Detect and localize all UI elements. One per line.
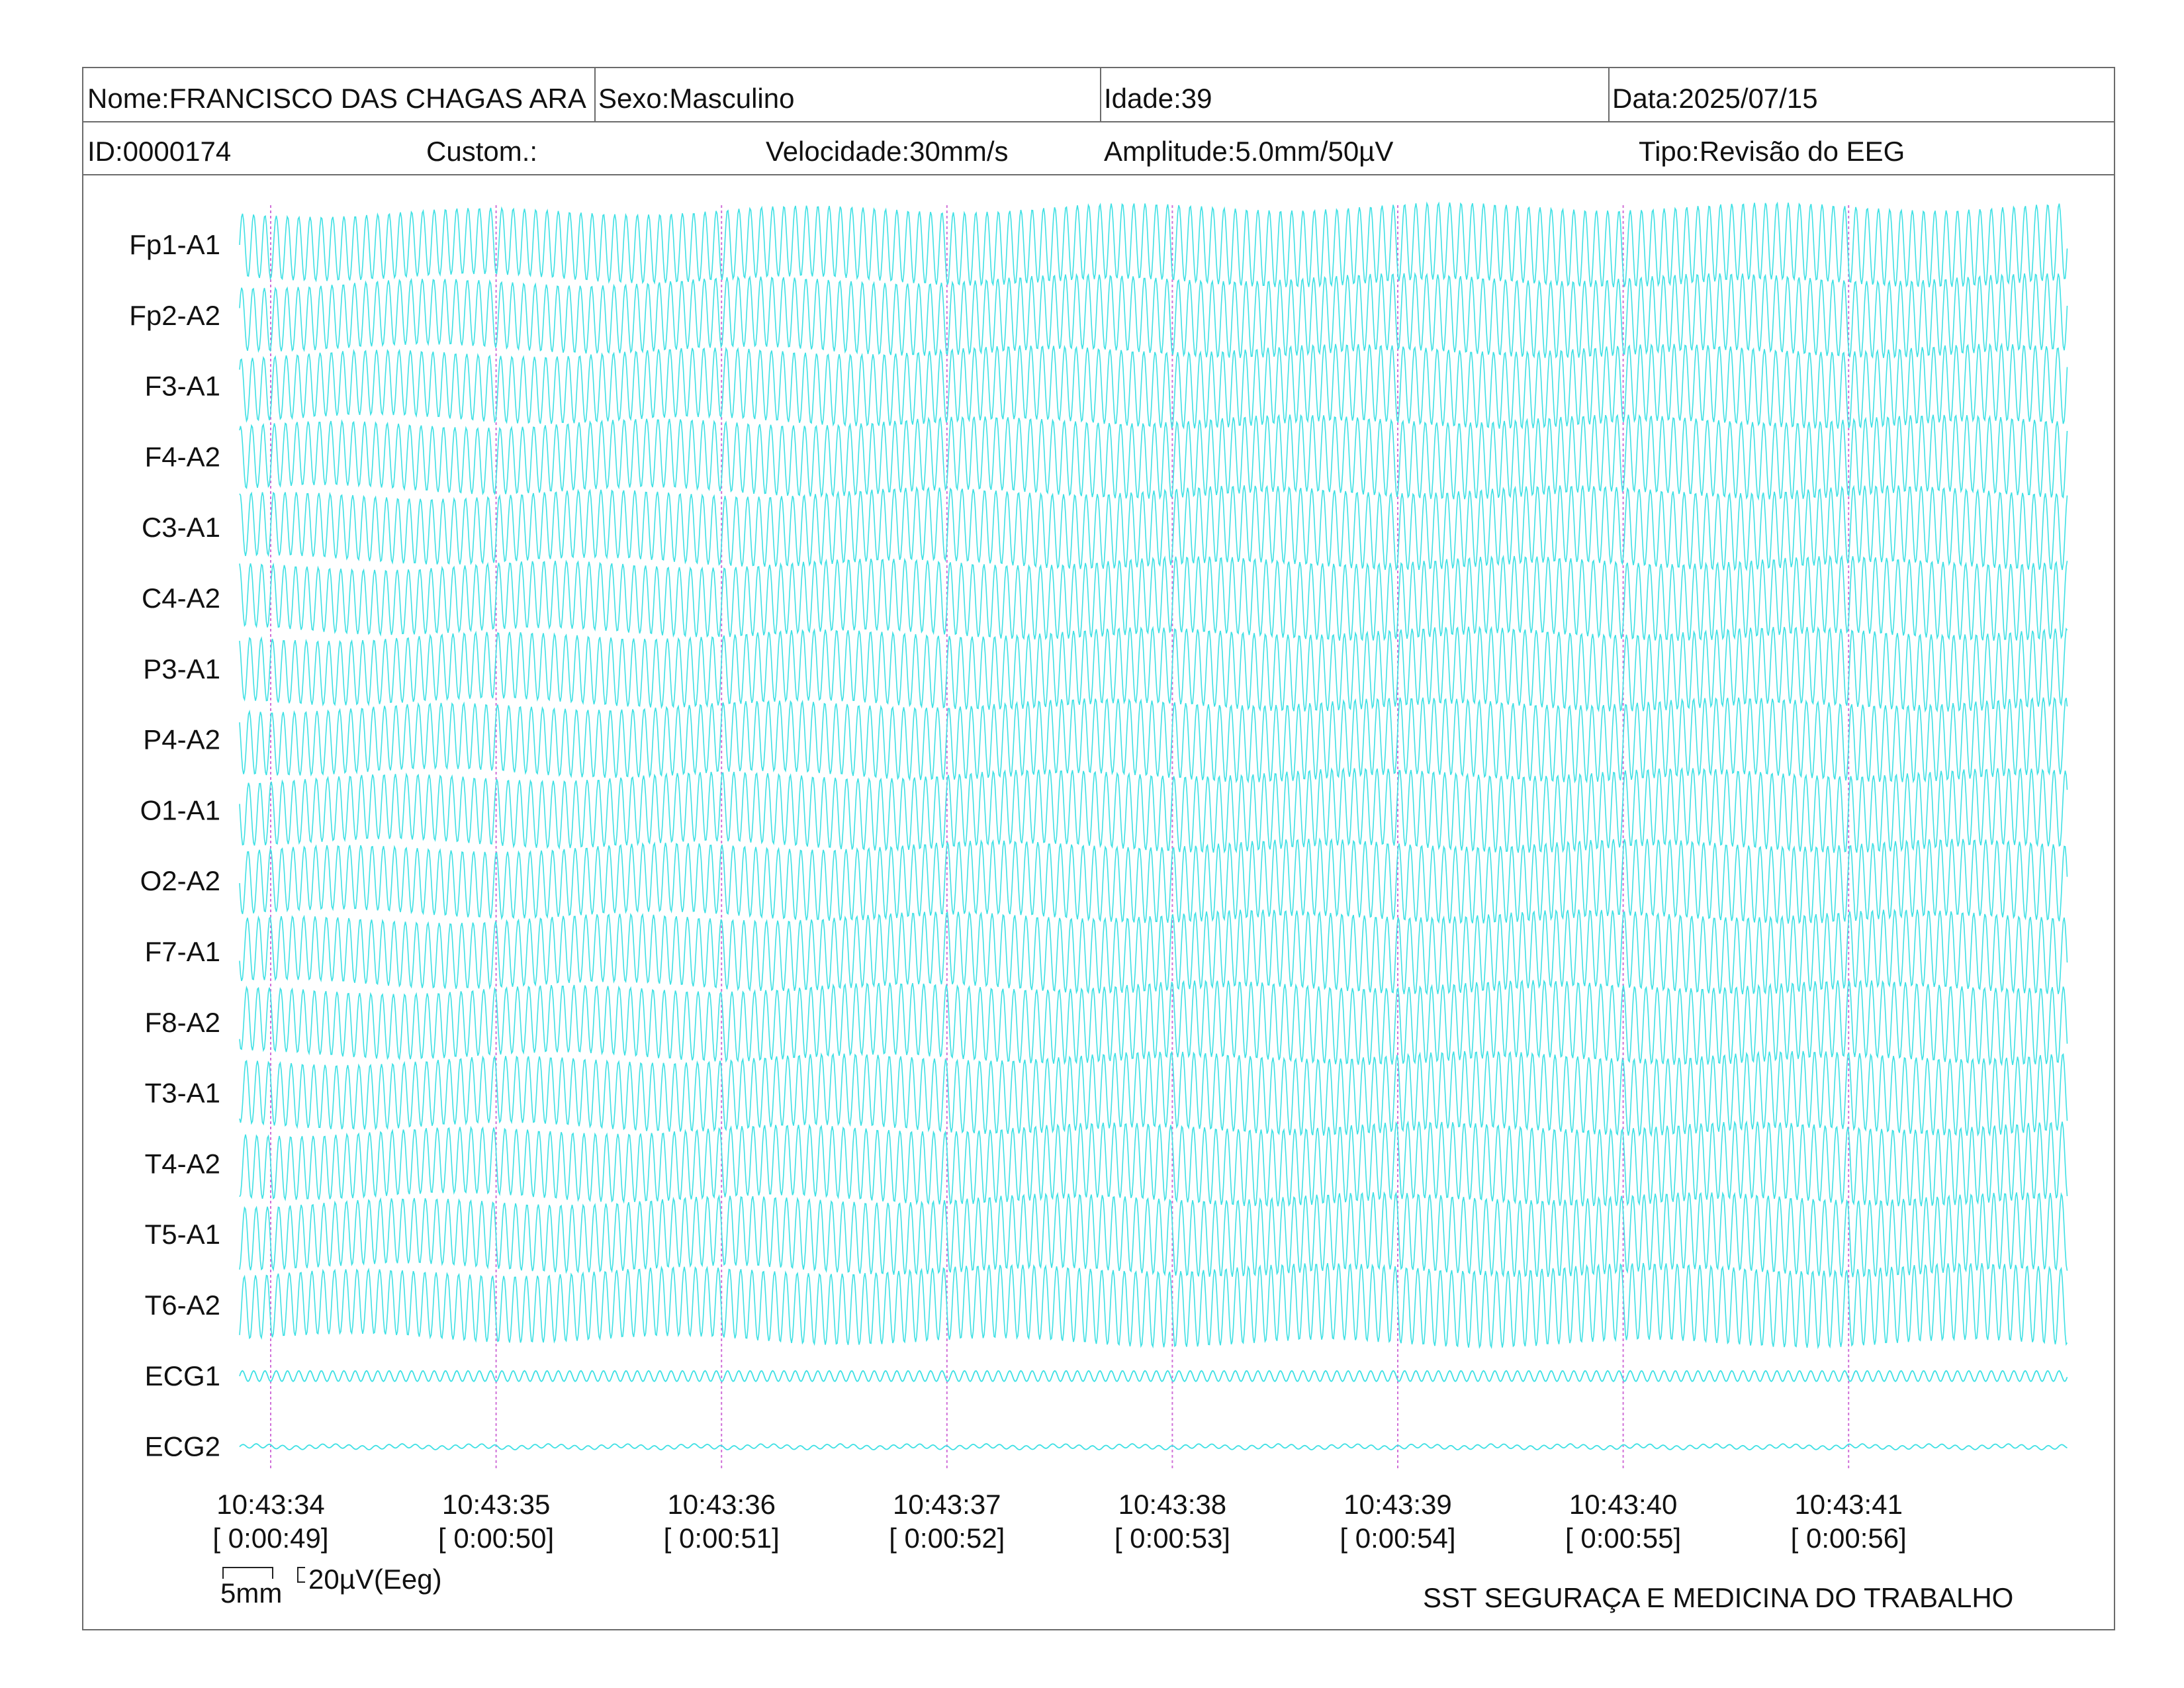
amplitude-setting: Amplitude:5.0mm/50µV xyxy=(1104,136,1394,167)
patient-age: Idade:39 xyxy=(1104,83,1212,114)
scale-bar-mm-mark xyxy=(222,1567,273,1579)
speed-setting: Velocidade:30mm/s xyxy=(766,136,1009,167)
exam-type: Tipo:Revisão do EEG xyxy=(1639,136,1905,167)
time-tick-label: 10:43:34 xyxy=(216,1489,325,1520)
channel-trace xyxy=(239,485,2068,572)
patient-id: ID:0000174 xyxy=(87,136,232,167)
scale-bar-uv-mark xyxy=(297,1567,305,1583)
scale-mm-label: 5mm xyxy=(220,1577,283,1609)
channel-trace xyxy=(239,1120,2068,1207)
channel-label: O2-A2 xyxy=(140,865,220,896)
channel-label: Fp1-A1 xyxy=(129,229,220,260)
channel-label: F3-A1 xyxy=(145,371,220,402)
header-row-exam: ID:0000174 Custom.: Velocidade:30mm/s Am… xyxy=(83,121,2114,175)
channel-trace xyxy=(239,1191,2068,1278)
trace-group xyxy=(239,201,2068,1451)
channel-label: ECG2 xyxy=(145,1431,220,1462)
elapsed-tick-label: [ 0:00:56] xyxy=(1791,1523,1907,1554)
elapsed-tick-label: [ 0:00:54] xyxy=(1340,1523,1455,1554)
channel-label: F4-A2 xyxy=(145,441,220,472)
channel-trace xyxy=(239,837,2068,925)
scale-uv-label: 20µV(Eeg) xyxy=(308,1564,442,1595)
channel-label: T6-A2 xyxy=(145,1289,220,1321)
channel-trace xyxy=(239,201,2068,288)
header-divider xyxy=(594,68,596,121)
time-tick-label: 10:43:39 xyxy=(1343,1489,1452,1520)
channel-label-group: Fp1-A1 Fp2-A2 F3-A1 F4-A2 C3-A1 C4-A2 P3-A1 P4-… xyxy=(129,229,220,1462)
channel-label: O1-A1 xyxy=(140,794,220,825)
channel-label: C4-A2 xyxy=(142,583,220,614)
channel-trace xyxy=(239,414,2068,501)
channel-label: ECG1 xyxy=(145,1360,220,1391)
channel-label: F7-A1 xyxy=(145,936,220,967)
elapsed-tick-label: [ 0:00:53] xyxy=(1115,1523,1230,1554)
channel-trace xyxy=(239,1370,2068,1382)
channel-label: F8-A2 xyxy=(145,1007,220,1038)
channel-label: P3-A1 xyxy=(143,653,220,684)
channel-label: P4-A2 xyxy=(143,724,220,755)
channel-label: Fp2-A2 xyxy=(129,300,220,331)
time-tick-label: 10:43:41 xyxy=(1794,1489,1903,1520)
channel-trace xyxy=(239,979,2068,1066)
scale-bar xyxy=(222,1567,305,1583)
time-tick-label: 10:43:40 xyxy=(1569,1489,1678,1520)
channel-trace xyxy=(239,554,2068,641)
patient-sex: Sexo:Masculino xyxy=(598,83,795,114)
elapsed-tick-label: [ 0:00:50] xyxy=(438,1523,554,1554)
channel-trace xyxy=(239,342,2068,430)
channel-trace xyxy=(239,626,2068,713)
time-tick-label: 10:43:37 xyxy=(893,1489,1001,1520)
channel-trace xyxy=(239,1443,2068,1451)
time-tick-label: 10:43:38 xyxy=(1118,1489,1227,1520)
channel-label: T5-A1 xyxy=(145,1219,220,1250)
header-divider xyxy=(1100,68,1101,121)
time-marker-group xyxy=(270,205,1850,1471)
custom-field: Custom.: xyxy=(426,136,538,167)
time-label-group: 10:43:34[ 0:00:49] 10:43:35[ 0:00:50] 10:4… xyxy=(212,1489,1906,1554)
channel-label: T3-A1 xyxy=(145,1078,220,1109)
organization-name: SST SEGURAÇA E MEDICINA DO TRABALHO xyxy=(1423,1582,2014,1613)
elapsed-tick-label: [ 0:00:52] xyxy=(889,1523,1005,1554)
channel-trace xyxy=(239,1262,2068,1350)
channel-label: T4-A2 xyxy=(145,1148,220,1179)
channel-trace xyxy=(239,908,2068,996)
elapsed-tick-label: [ 0:00:49] xyxy=(212,1523,328,1554)
report-frame: Nome:FRANCISCO DAS CHAGAS ARA Sexo:Mascu… xyxy=(82,67,2115,1630)
header-divider xyxy=(1608,68,1610,121)
channel-trace xyxy=(239,696,2068,784)
time-tick-label: 10:43:36 xyxy=(667,1489,776,1520)
channel-trace xyxy=(239,767,2068,854)
exam-date: Data:2025/07/15 xyxy=(1612,83,1818,114)
elapsed-tick-label: [ 0:00:51] xyxy=(664,1523,780,1554)
channel-trace xyxy=(239,1051,2068,1137)
elapsed-tick-label: [ 0:00:55] xyxy=(1565,1523,1681,1554)
header-row-patient: Nome:FRANCISCO DAS CHAGAS ARA Sexo:Mascu… xyxy=(83,68,2114,122)
channel-label: C3-A1 xyxy=(142,512,220,543)
time-tick-label: 10:43:35 xyxy=(442,1489,551,1520)
channel-trace xyxy=(239,271,2068,359)
patient-name: Nome:FRANCISCO DAS CHAGAS ARA xyxy=(87,83,586,114)
